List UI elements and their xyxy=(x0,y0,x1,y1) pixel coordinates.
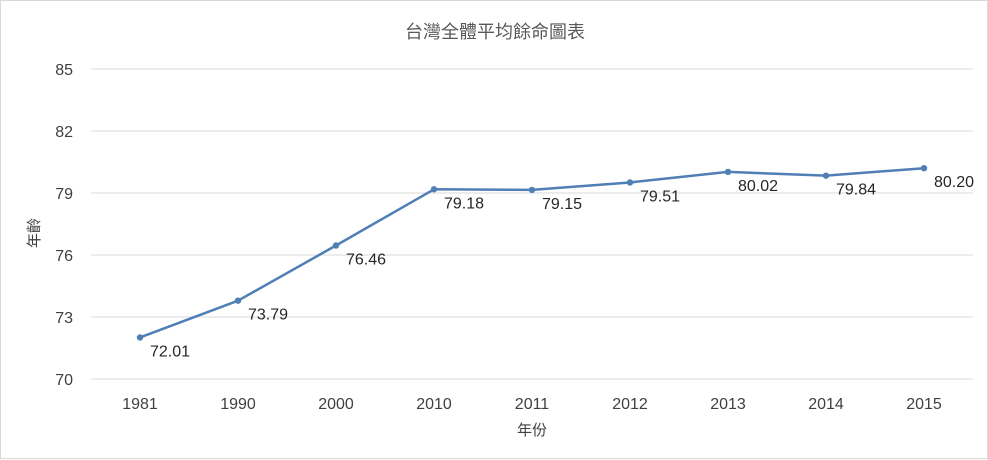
data-label: 79.18 xyxy=(444,195,484,212)
chart-title: 台灣全體平均餘命圖表 xyxy=(405,22,585,43)
x-tick-label: 1981 xyxy=(122,396,158,413)
data-point xyxy=(822,172,830,179)
x-axis-label: 年份 xyxy=(517,421,547,439)
x-tick-label: 2011 xyxy=(515,396,550,413)
grid-lines xyxy=(91,68,973,380)
data-label: 80.20 xyxy=(934,174,974,191)
series-group xyxy=(136,165,928,341)
data-point xyxy=(332,242,340,249)
data-point xyxy=(430,186,438,193)
data-point xyxy=(528,186,536,194)
x-tick-label: 2013 xyxy=(710,396,746,413)
x-tick-label: 2010 xyxy=(416,396,452,413)
data-point xyxy=(626,179,634,186)
data-label: 72.01 xyxy=(150,343,190,360)
data-label: 79.84 xyxy=(836,182,876,199)
data-point xyxy=(136,334,144,341)
data-label: 73.79 xyxy=(248,307,288,324)
x-tick-label: 2012 xyxy=(612,396,648,413)
x-tick-label: 2014 xyxy=(808,396,844,413)
y-tick-labels: 70 73 76 79 82 85 xyxy=(55,62,73,389)
y-tick-label: 79 xyxy=(55,186,73,203)
x-tick-label: 1990 xyxy=(220,396,256,413)
x-tick-label: 2000 xyxy=(318,396,354,413)
data-label: 79.51 xyxy=(640,188,680,205)
y-axis-label: 年齡 xyxy=(25,218,43,248)
data-point xyxy=(234,297,242,304)
y-tick-label: 82 xyxy=(55,124,73,141)
x-tick-labels: 1981 1990 2000 2010 2011 2012 2013 2014 2015 xyxy=(122,396,942,413)
y-tick-label: 70 xyxy=(55,372,73,389)
data-label: 79.15 xyxy=(542,196,582,213)
data-point xyxy=(724,168,732,176)
data-labels: 72.01 73.79 76.46 79.18 79.15 79.51 80.02 79.84… xyxy=(150,174,974,360)
x-tick-label: 2015 xyxy=(906,396,942,413)
y-tick-label: 73 xyxy=(55,310,73,327)
y-tick-label: 85 xyxy=(55,62,73,79)
data-label: 80.02 xyxy=(738,178,778,195)
data-point xyxy=(920,165,928,172)
y-tick-label: 76 xyxy=(55,248,73,265)
data-label: 76.46 xyxy=(346,251,386,268)
